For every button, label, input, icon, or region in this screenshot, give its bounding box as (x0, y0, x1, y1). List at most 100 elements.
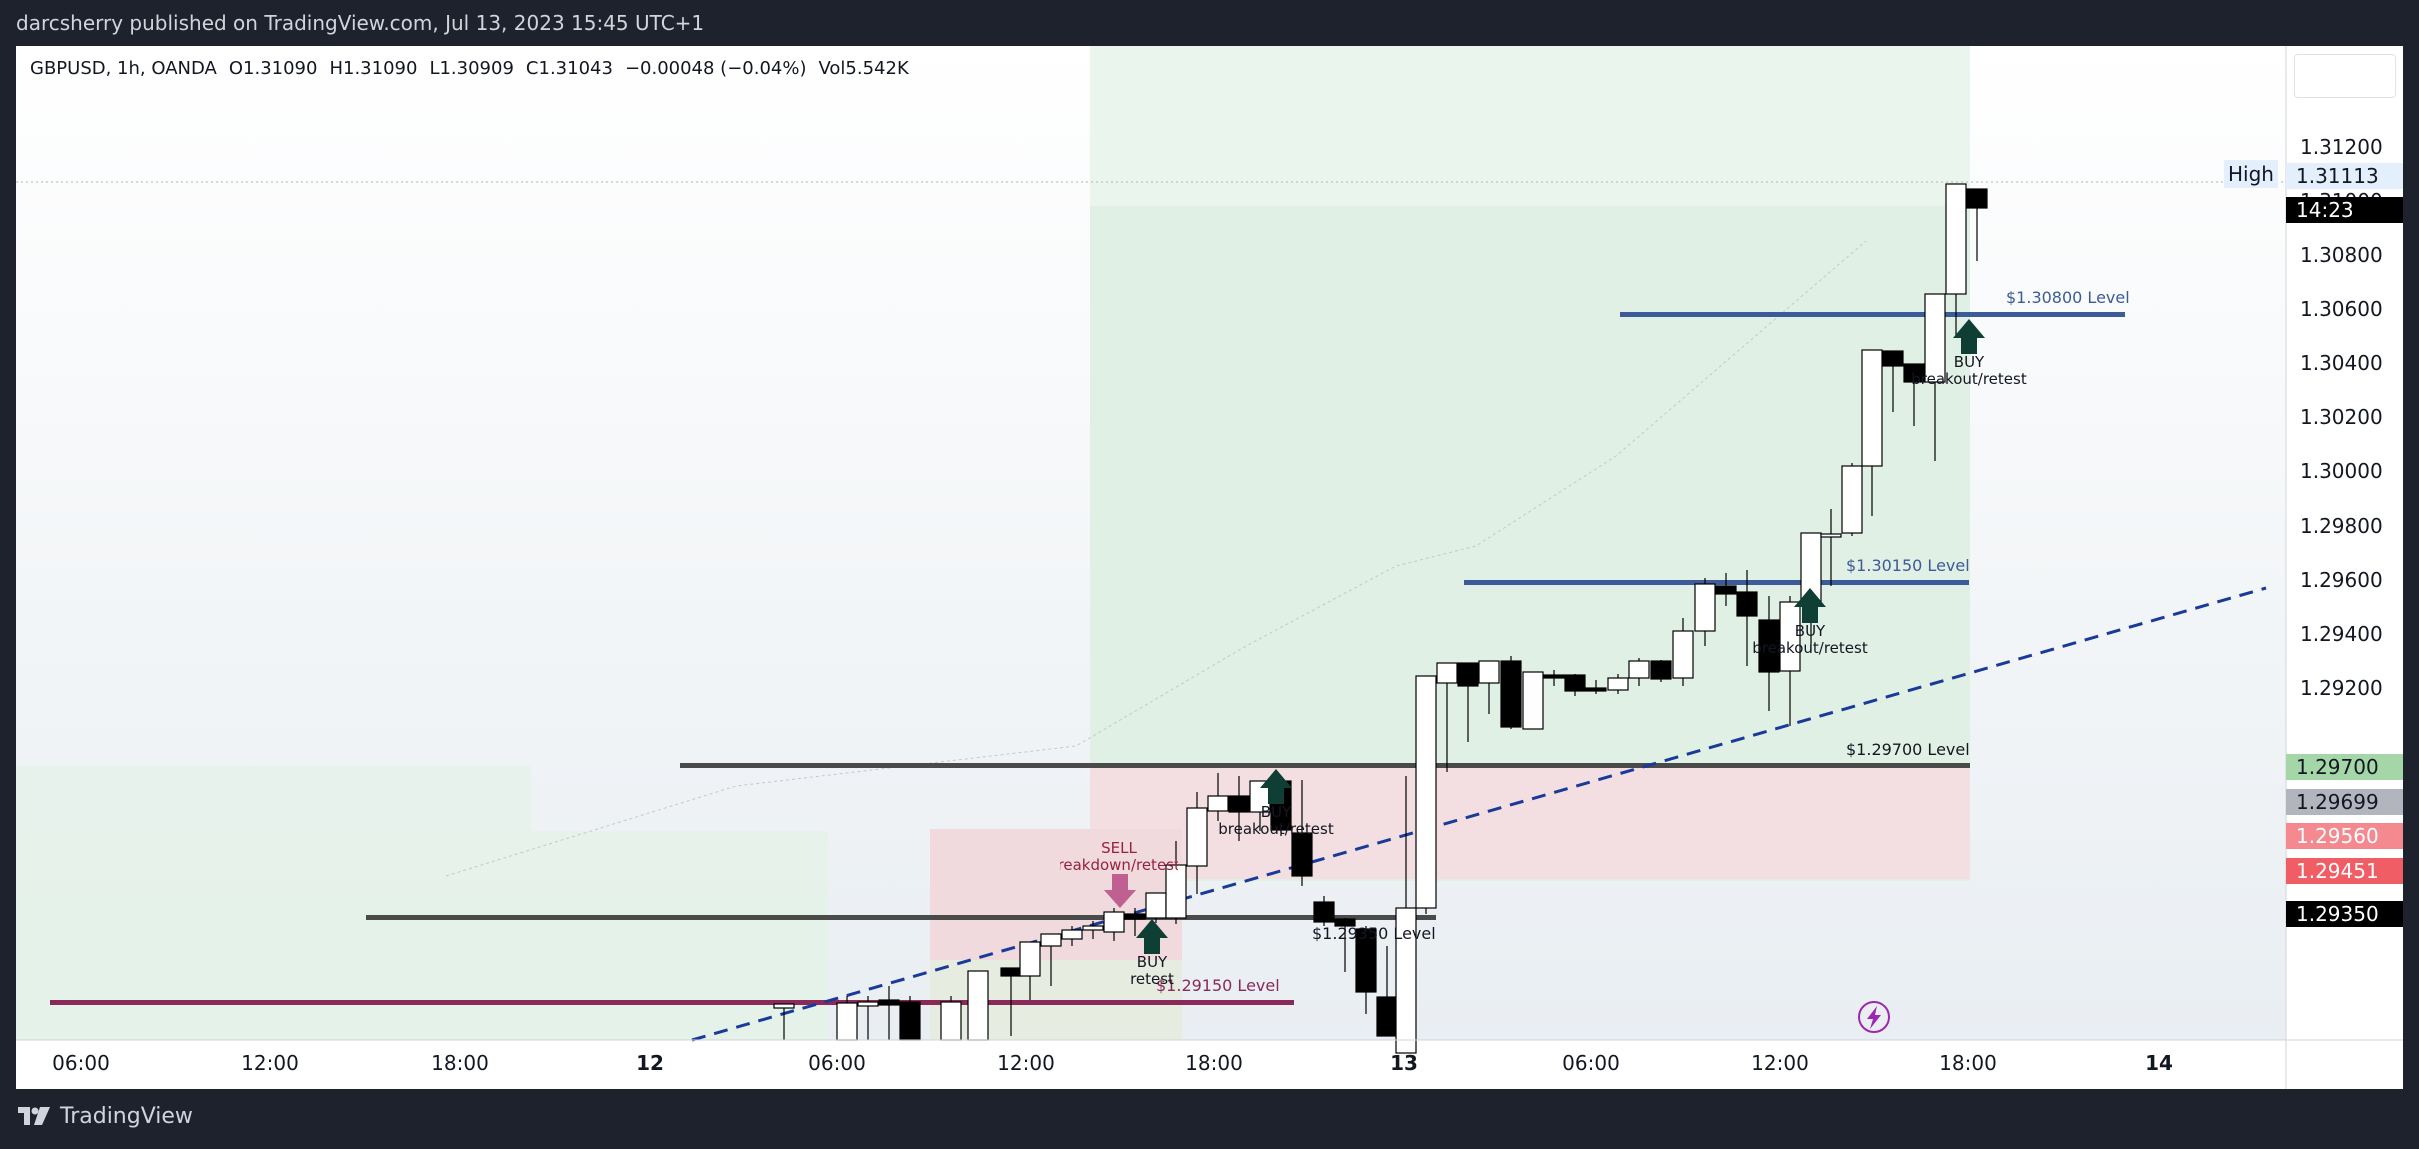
close-value: C1.31043 (525, 58, 613, 79)
bullish-candle (1522, 671, 1544, 730)
price-tick-label: 1.31200 (2300, 135, 2383, 159)
buy-arrow-130800 (1953, 319, 1985, 354)
buy-text: BUY (1794, 622, 1826, 640)
candle-body (1436, 662, 1458, 684)
bearish-candle (1564, 674, 1586, 696)
bullish-candle (1207, 773, 1229, 821)
bullish-candle (1779, 596, 1801, 726)
long-zone-target-top (1090, 46, 1970, 206)
footer-bar: TradingView (0, 1089, 2419, 1149)
candle-body (1966, 188, 1988, 209)
time-tick-label: 06:00 (808, 1051, 866, 1075)
bullish-candle (1145, 892, 1167, 923)
candle-body (1820, 533, 1842, 538)
level-129350-label: $1.29350 Level (1312, 924, 1436, 943)
buy-arrow-129350 (1136, 919, 1168, 954)
bullish-candle (1040, 933, 1062, 986)
buy-annotation-129700: BUY breakout/retest (1216, 804, 1336, 838)
bearish-candle (1457, 662, 1479, 742)
bullish-candle (857, 996, 879, 1040)
symbol-name[interactable]: GBPUSD, 1h, OANDA (30, 58, 217, 79)
bearish-candle (1715, 573, 1737, 606)
candle-body (1650, 660, 1672, 680)
time-tick-label: 12:00 (241, 1051, 299, 1075)
sell-text: SELL (1101, 840, 1137, 857)
bearish-candle (1543, 670, 1565, 686)
publish-info: darcsherry published on TradingView.com,… (16, 11, 705, 35)
change-value: −0.00048 (−0.04%) (624, 58, 807, 79)
candle-body (1543, 674, 1565, 679)
time-tick-label: 18:00 (1185, 1051, 1243, 1075)
time-tick-label: 13 (1390, 1051, 1418, 1075)
buy-text: BUY (1953, 353, 1985, 371)
chart-area[interactable]: GBPUSD, 1h, OANDA O1.31090 H1.31090 L1.3090… (16, 46, 2403, 1089)
chart-canvas[interactable] (16, 46, 2403, 1089)
breakout-retest-text: breakout/retest (1911, 370, 2027, 388)
breakout-retest-text: breakout/retest (1752, 639, 1868, 657)
candle-body (1395, 907, 1417, 1054)
bullish-candle (967, 970, 989, 1041)
candle-body (1415, 675, 1437, 909)
buy-annotation-130800: BUY breakout/retest (1909, 354, 2029, 388)
time-tick-label: 12 (636, 1051, 664, 1075)
candle-body (1882, 350, 1904, 367)
tradingview-logo-icon (18, 1107, 50, 1125)
candle-body (1607, 677, 1629, 691)
candle-body (1000, 967, 1022, 977)
price-tick-label: 1.30200 (2300, 405, 2383, 429)
bar-countdown-timer: 14:23 (2286, 197, 2403, 223)
bullish-candle (1628, 658, 1650, 686)
time-tick-label: 06:00 (1562, 1051, 1620, 1075)
candle-body (1861, 349, 1883, 467)
bearish-candle (1334, 918, 1356, 972)
alert-bolt-icon[interactable] (1858, 1001, 1890, 1033)
candle-body (1841, 465, 1863, 534)
candle-body (1694, 583, 1716, 632)
bullish-candle (1841, 463, 1863, 536)
high-price-label: 1.31113 (2286, 163, 2403, 189)
trendline[interactable] (691, 586, 2267, 1042)
price-tick-label: 1.30400 (2300, 351, 2383, 375)
long-zone-left-upper (16, 766, 531, 831)
level-129150-line[interactable] (50, 1000, 1294, 1005)
level-130150-line[interactable] (1464, 580, 1969, 585)
low-value: L1.30909 (429, 58, 514, 79)
candle-body (1334, 918, 1356, 927)
tradingview-logo[interactable]: TradingView (16, 1103, 193, 1129)
bullish-candle (1924, 293, 1946, 461)
buy-annotation-129350: BUY retest (1112, 954, 1192, 988)
level-129700-line[interactable] (680, 763, 1970, 768)
retest-text: retest (1130, 970, 1174, 988)
bearish-candle (899, 996, 921, 1041)
candle-body (1376, 996, 1398, 1037)
bearish-candle (878, 986, 900, 1040)
candles-group (773, 183, 1988, 1054)
candle-body (1145, 892, 1167, 919)
price-tick-label: 1.30800 (2300, 243, 2383, 267)
time-tick-label: 14 (2145, 1051, 2173, 1075)
bearish-candle (1313, 896, 1335, 926)
candle-body (1186, 807, 1208, 867)
price-tick-label: 1.29800 (2300, 514, 2383, 538)
candle-body (1103, 911, 1125, 933)
bearish-candle (1736, 570, 1758, 666)
symbol-header: GBPUSD, 1h, OANDA O1.31090 H1.31090 L1.3090… (30, 58, 921, 79)
bearish-candle (1966, 188, 1988, 261)
candle-body (836, 1002, 858, 1041)
bullish-candle (1395, 776, 1417, 1054)
candle-body (1522, 671, 1544, 730)
candle-body (1457, 662, 1479, 687)
candle-body (1082, 925, 1104, 931)
buy-text: BUY (1136, 953, 1168, 971)
price-tick-label: 1.30000 (2300, 459, 2383, 483)
level-129350-line[interactable] (366, 915, 1436, 920)
bullish-candle (1607, 674, 1629, 694)
top-right-control[interactable] (2294, 54, 2396, 98)
candle-body (1736, 591, 1758, 617)
bearish-candle (1500, 656, 1522, 729)
price-label-129451: 1.29451 (2286, 858, 2403, 884)
candle-body (1228, 795, 1250, 813)
bullish-candle (773, 1003, 795, 1040)
bullish-candle (1694, 578, 1716, 646)
level-130800-line[interactable] (1620, 312, 2125, 317)
